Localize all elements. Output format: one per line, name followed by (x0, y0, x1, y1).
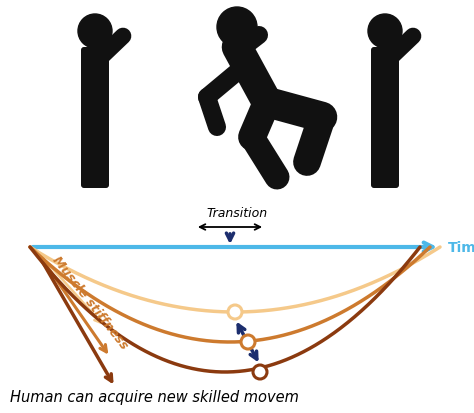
Circle shape (78, 15, 112, 49)
Text: Time: Time (448, 240, 474, 254)
Text: Human can acquire new skilled movem: Human can acquire new skilled movem (10, 389, 299, 404)
Circle shape (368, 15, 402, 49)
Text: Muscle stiffness: Muscle stiffness (50, 253, 131, 351)
Circle shape (241, 335, 255, 349)
Circle shape (228, 305, 242, 319)
Circle shape (253, 365, 267, 379)
FancyBboxPatch shape (81, 48, 109, 189)
Circle shape (217, 8, 257, 48)
FancyBboxPatch shape (371, 48, 399, 189)
Text: Transition: Transition (207, 206, 267, 219)
